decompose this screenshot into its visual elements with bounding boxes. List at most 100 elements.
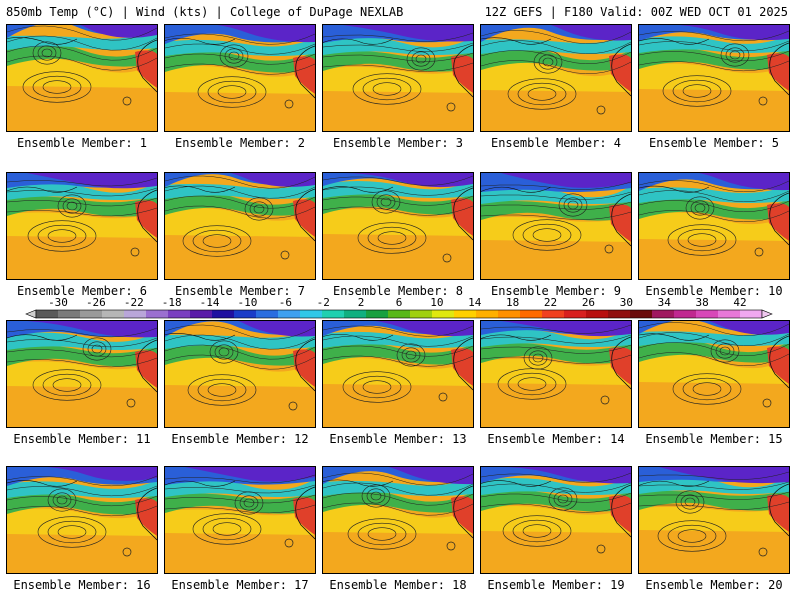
ensemble-map-panel: [6, 172, 158, 280]
ensemble-map-panel: [6, 24, 158, 132]
colorbar-tick-label: -22: [124, 296, 144, 309]
temperature-map: [323, 25, 473, 131]
colorbar-segment: [498, 310, 521, 318]
colorbar-segment: [586, 310, 609, 318]
ensemble-member-label: Ensemble Member: 6: [16, 284, 148, 298]
colorbar-segment: [476, 310, 499, 318]
colorbar-segment: [36, 310, 59, 318]
ensemble-member-label: Ensemble Member: 12: [171, 432, 309, 446]
colorbar-segment: [564, 310, 587, 318]
colorbar-segment: [344, 310, 367, 318]
ensemble-map-panel: [322, 466, 474, 574]
colorbar-tick-label: 42: [733, 296, 746, 309]
header-title: 850mb Temp (°C) | Wind (kts) | College o…: [6, 5, 404, 19]
ensemble-member-label: Ensemble Member: 18: [329, 578, 467, 592]
ensemble-member-label: Ensemble Member: 8: [332, 284, 464, 298]
colorbar-tick-label: 10: [430, 296, 443, 309]
colorbar-segment: [80, 310, 103, 318]
colorbar-tick-label: -30: [48, 296, 68, 309]
temperature-map: [7, 321, 157, 427]
ensemble-map-panel: [164, 466, 316, 574]
colorbar-segment: [212, 310, 235, 318]
colorbar-segment: [190, 310, 213, 318]
colorbar-segment: [718, 310, 741, 318]
temperature-map: [165, 321, 315, 427]
colorbar-tick-label: -26: [86, 296, 106, 309]
colorbar-tick-label: 26: [582, 296, 595, 309]
colorbar-segment: [256, 310, 279, 318]
ensemble-member-label: Ensemble Member: 13: [329, 432, 467, 446]
ensemble-member-label: Ensemble Member: 4: [490, 136, 622, 150]
colorbar-segment: [454, 310, 477, 318]
colorbar-tick-label: -10: [238, 296, 258, 309]
colorbar-segment: [520, 310, 543, 318]
colorbar-tick-label: 34: [658, 296, 672, 309]
ensemble-map-panel: [164, 172, 316, 280]
colorbar-segment: [322, 310, 345, 318]
ensemble-member-label: Ensemble Member: 5: [648, 136, 780, 150]
header-run-info: 12Z GEFS | F180 Valid: 00Z WED OCT 01 20…: [484, 5, 788, 19]
ensemble-member-label: Ensemble Member: 7: [174, 284, 306, 298]
colorbar-segment: [300, 310, 323, 318]
ensemble-map-panel: [164, 24, 316, 132]
colorbar-tick-label: 14: [468, 296, 482, 309]
colorbar-tick-label: -6: [279, 296, 292, 309]
ensemble-member-label: Ensemble Member: 10: [645, 284, 783, 298]
ensemble-map-panel: [322, 24, 474, 132]
ensemble-map-panel: [480, 466, 632, 574]
ensemble-member-label: Ensemble Member: 14: [487, 432, 625, 446]
ensemble-map-panel: [480, 172, 632, 280]
temperature-map: [165, 173, 315, 279]
colorbar-tick-label: 38: [695, 296, 708, 309]
ensemble-member-label: Ensemble Member: 19: [487, 578, 625, 592]
ensemble-map-panel: [638, 172, 790, 280]
temperature-map: [7, 25, 157, 131]
ensemble-map-panel: [480, 320, 632, 428]
ensemble-member-label: Ensemble Member: 9: [490, 284, 622, 298]
ensemble-map-panel: [322, 172, 474, 280]
ensemble-map-panel: [480, 24, 632, 132]
colorbar-segment: [278, 310, 301, 318]
temperature-map: [323, 467, 473, 573]
colorbar-tick-label: 22: [544, 296, 557, 309]
temperature-map: [481, 321, 631, 427]
colorbar-segment: [146, 310, 169, 318]
ensemble-member-label: Ensemble Member: 16: [13, 578, 151, 592]
ensemble-map-panel: [6, 320, 158, 428]
colorbar-tick-label: 18: [506, 296, 519, 309]
colorbar-segment: [102, 310, 125, 318]
temperature-map: [639, 25, 789, 131]
temperature-map: [481, 25, 631, 131]
temperature-map: [323, 321, 473, 427]
colorbar-tick-label: -18: [162, 296, 182, 309]
colorbar-segment: [432, 310, 455, 318]
temperature-map: [165, 25, 315, 131]
ensemble-member-label: Ensemble Member: 11: [13, 432, 151, 446]
colorbar-segment: [58, 310, 81, 318]
colorbar-segment: [234, 310, 257, 318]
colorbar-segment: [740, 310, 763, 318]
ensemble-map-panel: [6, 466, 158, 574]
temperature-colorbar: -30 -26 -22 -18 -14 -10 -6 -2 2 6 10 14 18 22 26 30 34 38…: [25, 296, 773, 319]
colorbar-segment: [410, 310, 433, 318]
colorbar-tick-label: -14: [200, 296, 220, 309]
ensemble-member-label: Ensemble Member: 17: [171, 578, 309, 592]
temperature-map: [639, 467, 789, 573]
ensemble-map-panel: [638, 320, 790, 428]
colorbar-segment: [696, 310, 719, 318]
colorbar-segment: [168, 310, 191, 318]
colorbar-segment: [608, 310, 631, 318]
ensemble-member-label: Ensemble Member: 2: [174, 136, 306, 150]
ensemble-map-panel: [322, 320, 474, 428]
ensemble-map-panel: [164, 320, 316, 428]
colorbar-segment: [388, 310, 411, 318]
colorbar-segment: [542, 310, 565, 318]
colorbar-segment: [674, 310, 697, 318]
temperature-map: [7, 173, 157, 279]
colorbar-tick-label: 2: [358, 296, 365, 309]
colorbar-tick-label: 6: [396, 296, 403, 309]
temperature-map: [639, 321, 789, 427]
temperature-map: [639, 173, 789, 279]
colorbar-segment: [630, 310, 653, 318]
ensemble-member-label: Ensemble Member: 1: [16, 136, 148, 150]
